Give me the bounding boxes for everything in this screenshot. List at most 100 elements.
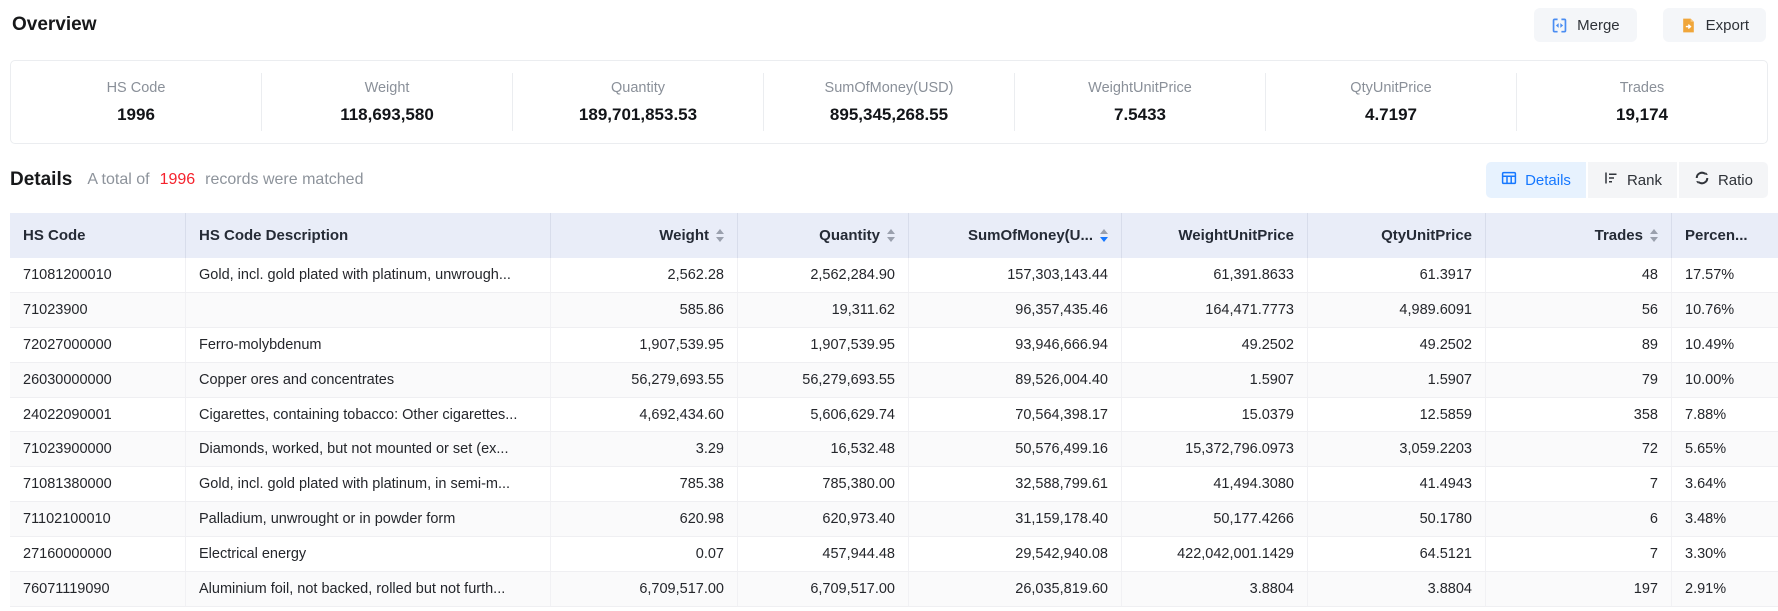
cell-sum-of-money: 50,576,499.16 bbox=[908, 432, 1121, 467]
table-row: 27160000000 Electrical energy 0.07 457,944.… bbox=[10, 537, 1778, 573]
column-label: Weight bbox=[659, 227, 709, 244]
stat-label: HS Code bbox=[106, 79, 166, 96]
table-row: 71023900 585.86 19,311.62 96,357,435.46 164,… bbox=[10, 292, 1778, 328]
cell-weight: 56,279,693.55 bbox=[550, 362, 737, 397]
cell-description: Gold, incl. gold plated with platinum, i… bbox=[185, 467, 550, 502]
tab-details[interactable]: Details bbox=[1486, 162, 1586, 198]
cell-sum-of-money: 96,357,435.46 bbox=[908, 292, 1121, 327]
table-header: HS Code HS Code Description Weight Quant… bbox=[10, 213, 1778, 258]
th-quantity[interactable]: Quantity bbox=[737, 213, 908, 258]
stat-weight-unit-price: WeightUnitPrice 7.5433 bbox=[1014, 73, 1265, 131]
stat-label: Trades bbox=[1619, 79, 1665, 96]
cell-qty-unit-price: 3.8804 bbox=[1307, 572, 1485, 606]
cell-quantity: 620,973.40 bbox=[737, 502, 908, 537]
th-trades[interactable]: Trades bbox=[1485, 213, 1671, 258]
cell-weight-unit-price: 1.5907 bbox=[1121, 362, 1307, 397]
cell-weight-unit-price: 49.2502 bbox=[1121, 327, 1307, 362]
details-title: Details bbox=[10, 169, 73, 190]
cell-sum-of-money: 157,303,143.44 bbox=[908, 258, 1121, 292]
cell-percent: 17.57% bbox=[1671, 258, 1778, 292]
table-row: 76071119090 Aluminium foil, not backed, r… bbox=[10, 572, 1778, 607]
details-summary: A total of 1996 records were matched bbox=[87, 171, 363, 189]
stat-trades: Trades 19,174 bbox=[1516, 73, 1767, 131]
cell-sum-of-money: 32,588,799.61 bbox=[908, 467, 1121, 502]
cell-trades: 72 bbox=[1485, 432, 1671, 467]
table-row: 26030000000 Copper ores and concentrates 5… bbox=[10, 362, 1778, 398]
page-title: Overview bbox=[12, 14, 97, 35]
cell-weight: 620.98 bbox=[550, 502, 737, 537]
cell-description: Diamonds, worked, but not mounted or set… bbox=[185, 432, 550, 467]
cell-quantity: 1,907,539.95 bbox=[737, 327, 908, 362]
cell-quantity: 785,380.00 bbox=[737, 467, 908, 502]
export-document-icon bbox=[1680, 17, 1697, 34]
th-weight[interactable]: Weight bbox=[550, 213, 737, 258]
th-hs-code-description: HS Code Description bbox=[185, 213, 550, 258]
cell-trades: 7 bbox=[1485, 537, 1671, 572]
cell-qty-unit-price: 50.1780 bbox=[1307, 502, 1485, 537]
cell-hs-code: 71081380000 bbox=[23, 476, 112, 493]
top-bar-actions: Merge Export bbox=[1534, 8, 1766, 42]
cell-quantity: 56,279,693.55 bbox=[737, 362, 908, 397]
cell-trades: 89 bbox=[1485, 327, 1671, 362]
column-label: Quantity bbox=[819, 227, 880, 244]
cell-quantity: 5,606,629.74 bbox=[737, 397, 908, 432]
cell-hs-code: 71102100010 bbox=[23, 511, 111, 528]
cell-weight: 3.29 bbox=[550, 432, 737, 467]
cell-quantity: 16,532.48 bbox=[737, 432, 908, 467]
cell-weight-unit-price: 41,494.3080 bbox=[1121, 467, 1307, 502]
cell-weight-unit-price: 164,471.7773 bbox=[1121, 292, 1307, 327]
cell-trades: 79 bbox=[1485, 362, 1671, 397]
cell-description: Copper ores and concentrates bbox=[185, 362, 550, 397]
cell-trades: 358 bbox=[1485, 397, 1671, 432]
sort-carets-icon bbox=[1650, 229, 1658, 242]
cell-percent: 10.49% bbox=[1671, 327, 1778, 362]
stat-qty-unit-price: QtyUnitPrice 4.7197 bbox=[1265, 73, 1516, 131]
cell-percent: 10.76% bbox=[1671, 292, 1778, 327]
export-button-label: Export bbox=[1705, 16, 1749, 34]
sort-carets-icon bbox=[887, 229, 895, 242]
export-button[interactable]: Export bbox=[1662, 8, 1766, 42]
cell-sum-of-money: 29,542,940.08 bbox=[908, 537, 1121, 572]
cell-weight-unit-price: 422,042,001.1429 bbox=[1121, 537, 1307, 572]
th-weight-unit-price: WeightUnitPrice bbox=[1121, 213, 1307, 258]
cell-description bbox=[185, 292, 550, 327]
cell-sum-of-money: 31,159,178.40 bbox=[908, 502, 1121, 537]
tab-rank[interactable]: Rank bbox=[1587, 162, 1677, 198]
tab-ratio[interactable]: Ratio bbox=[1678, 162, 1768, 198]
th-hs-code: HS Code bbox=[10, 213, 185, 258]
stat-label: Weight bbox=[364, 79, 410, 96]
cell-weight-unit-price: 3.8804 bbox=[1121, 572, 1307, 606]
cell-trades: 6 bbox=[1485, 502, 1671, 537]
cell-weight-unit-price: 50,177.4266 bbox=[1121, 502, 1307, 537]
rank-list-icon bbox=[1603, 170, 1619, 190]
stat-value: 189,701,853.53 bbox=[578, 104, 698, 124]
summary-suffix: records were matched bbox=[205, 171, 364, 188]
th-percent: Percen... bbox=[1671, 213, 1778, 258]
cell-quantity: 6,709,517.00 bbox=[737, 572, 908, 606]
merge-button[interactable]: Merge bbox=[1534, 8, 1637, 42]
table-row: 24022090001 Cigarettes, containing tobacc… bbox=[10, 397, 1778, 433]
details-table: HS Code HS Code Description Weight Quant… bbox=[10, 213, 1778, 607]
cell-sum-of-money: 70,564,398.17 bbox=[908, 397, 1121, 432]
cell-quantity: 2,562,284.90 bbox=[737, 258, 908, 292]
stat-label: SumOfMoney(USD) bbox=[824, 79, 954, 96]
cell-percent: 7.88% bbox=[1671, 397, 1778, 432]
sort-carets-icon bbox=[716, 229, 724, 242]
cell-qty-unit-price: 49.2502 bbox=[1307, 327, 1485, 362]
column-label: HS Code Description bbox=[199, 227, 349, 244]
cell-weight-unit-price: 15,372,796.0973 bbox=[1121, 432, 1307, 467]
stat-hs-code: HS Code 1996 bbox=[11, 73, 261, 131]
summary-prefix: A total of bbox=[87, 171, 150, 188]
cell-quantity: 457,944.48 bbox=[737, 537, 908, 572]
column-label: WeightUnitPrice bbox=[1178, 227, 1294, 244]
cell-trades: 56 bbox=[1485, 292, 1671, 327]
table-row: 71081200010 Gold, incl. gold plated with … bbox=[10, 258, 1778, 293]
cell-hs-code: 27160000000 bbox=[23, 546, 112, 563]
cell-qty-unit-price: 64.5121 bbox=[1307, 537, 1485, 572]
cell-weight: 785.38 bbox=[550, 467, 737, 502]
cell-weight: 1,907,539.95 bbox=[550, 327, 737, 362]
cell-hs-code: 71023900 bbox=[23, 301, 88, 318]
th-sum-of-money[interactable]: SumOfMoney(U... bbox=[908, 213, 1121, 258]
cell-trades: 48 bbox=[1485, 258, 1671, 292]
